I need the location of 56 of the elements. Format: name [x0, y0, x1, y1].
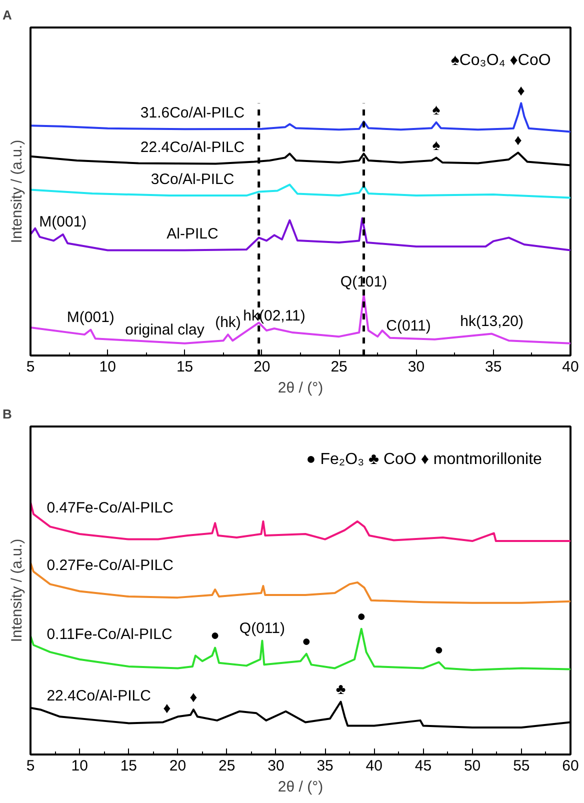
x-tick-label: 10 — [99, 358, 116, 376]
x-tick-label: 20 — [254, 358, 270, 376]
x-tick-label: 25 — [218, 758, 236, 774]
annotation: Q(101) — [340, 274, 388, 291]
x-tick-label: 60 — [562, 758, 579, 774]
x-tick-label: 55 — [513, 758, 530, 774]
chart-title: B — [2, 406, 12, 422]
annotation: original clay — [125, 322, 205, 339]
annotation: ♠ — [432, 102, 440, 119]
y-axis-title: Intensity / (a.u.) — [8, 140, 26, 244]
x-tick-label: 30 — [408, 358, 425, 376]
series-label: 31.6Co/Al-PILC — [140, 104, 245, 122]
x-axis-title: 2θ / (°) — [278, 778, 324, 796]
x-tick-label: 40 — [366, 758, 382, 774]
x-tick-label: 20 — [169, 758, 186, 774]
x-tick-label: 50 — [464, 758, 481, 774]
annotation: ● — [210, 626, 220, 644]
annotation: ♦ — [190, 688, 198, 706]
chart-title: A — [2, 8, 12, 22]
series-label: Al-PILC — [166, 226, 219, 243]
annotation: ♦ — [517, 82, 526, 100]
series-label: 0.47Fe-Co/Al-PILC — [46, 500, 174, 516]
annotation: (hk) — [215, 314, 241, 331]
x-tick-label: 25 — [330, 358, 348, 376]
annotation: ♣ — [336, 680, 346, 698]
x-tick-label: 40 — [562, 358, 579, 376]
series-label: 3Co/Al-PILC — [150, 170, 234, 188]
annotation: ● — [302, 633, 311, 650]
x-tick-label: 5 — [26, 358, 35, 376]
annotation: ♦ — [163, 700, 172, 717]
annotation: hk(02,11) — [243, 308, 306, 325]
series-label: 0.27Fe-Co/Al-PILC — [46, 557, 174, 574]
text: ● Fe₂O₃ ♣ CoO ♦ montmorillonite — [306, 450, 542, 468]
x-tick-label: 15 — [120, 758, 138, 774]
y-axis-title: Intensity / (a.u.) — [8, 538, 26, 642]
series-label: 22.4Co/Al-PILC — [46, 687, 152, 704]
x-tick-label: 5 — [26, 758, 35, 774]
x-tick-label: 45 — [414, 758, 432, 774]
x-tick-label: 15 — [176, 358, 194, 376]
annotation: M(001) — [39, 214, 87, 231]
annotation: hk(13,20) — [460, 313, 524, 330]
text: ♠Co₃O₄ ♦CoO — [450, 52, 551, 69]
series-label: 0.11Fe-Co/Al-PILC — [46, 626, 172, 644]
annotation: ♠ — [432, 136, 440, 154]
x-tick-label: 35 — [485, 358, 502, 376]
annotation: ● — [434, 641, 444, 658]
x-axis-title: 2θ / (°) — [278, 380, 324, 396]
annotation: M(001) — [66, 308, 114, 326]
annotation: ● — [356, 608, 366, 626]
series-label: 22.4Co/Al-PILC — [140, 139, 245, 156]
x-tick-label: 10 — [71, 758, 88, 774]
x-tick-label: 30 — [268, 758, 284, 774]
x-tick-label: 35 — [316, 758, 334, 774]
annotation: ♦ — [514, 132, 522, 149]
annotation: C(011) — [386, 318, 431, 335]
annotation: Q(011) — [239, 620, 285, 637]
